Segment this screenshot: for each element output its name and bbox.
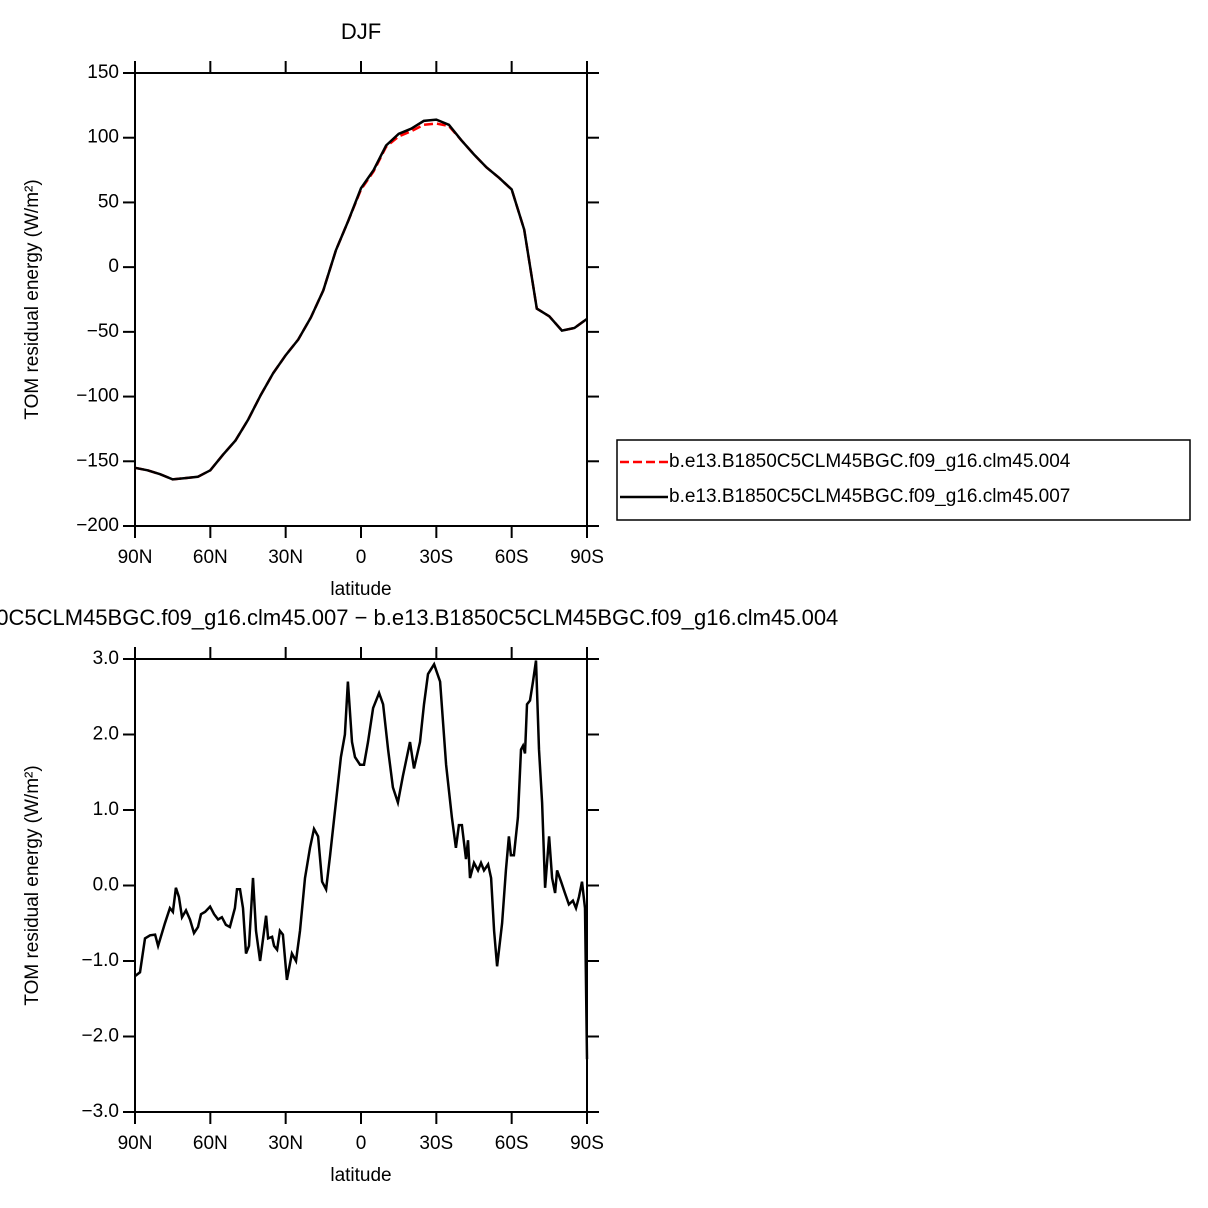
y-tick-label: −100 xyxy=(76,386,119,407)
x-tick-label: 60S xyxy=(495,1133,529,1154)
series-line xyxy=(134,660,589,1060)
y-tick-label: −3.0 xyxy=(81,1101,119,1122)
x-tick-label: 60N xyxy=(193,547,228,568)
x-tick-label: 0 xyxy=(356,547,367,568)
x-tick-label: 90N xyxy=(118,1133,153,1154)
x-tick-label: 30N xyxy=(268,1133,303,1154)
x-tick-label: 30S xyxy=(419,1133,453,1154)
x-tick-label: 30S xyxy=(419,547,453,568)
x-tick-label: 60S xyxy=(495,547,529,568)
y-tick-label: 50 xyxy=(98,191,119,212)
y-tick-label: −150 xyxy=(76,450,119,471)
legend-label: b.e13.B1850C5CLM45BGC.f09_g16.clm45.007 xyxy=(669,486,1070,507)
x-tick-label: 60N xyxy=(193,1133,228,1154)
plot-frame xyxy=(134,72,588,527)
y-tick-label: 3.0 xyxy=(93,648,119,669)
x-tick-label: 90S xyxy=(570,547,604,568)
y-axis-label: TOM residual energy (W/m²) xyxy=(22,765,43,1005)
x-axis-label: latitude xyxy=(330,579,391,600)
x-tick-label: 0 xyxy=(356,1133,367,1154)
y-tick-label: −2.0 xyxy=(81,1026,119,1047)
plot-frame xyxy=(134,658,588,1113)
x-tick-label: 90N xyxy=(118,547,153,568)
x-axis-label: latitude xyxy=(330,1165,391,1186)
chart-title: b.e13.B1850C5CLM45BGC.f09_g16.clm45.007 … xyxy=(0,605,838,630)
y-tick-label: −50 xyxy=(87,321,119,342)
legend-box xyxy=(616,439,1191,521)
y-tick-label: 0 xyxy=(108,256,119,277)
series-line xyxy=(134,122,588,481)
y-tick-label: 0.0 xyxy=(93,875,119,896)
y-tick-label: 2.0 xyxy=(93,724,119,745)
x-tick-label: 90S xyxy=(570,1133,604,1154)
y-tick-label: −200 xyxy=(76,515,119,536)
y-axis-label: TOM residual energy (W/m²) xyxy=(22,179,43,419)
y-tick-label: 1.0 xyxy=(93,799,119,820)
chart-title: DJF xyxy=(341,19,381,44)
series-line xyxy=(134,118,588,481)
y-tick-label: 150 xyxy=(87,62,119,83)
x-tick-label: 30N xyxy=(268,547,303,568)
y-tick-label: −1.0 xyxy=(81,950,119,971)
legend-label: b.e13.B1850C5CLM45BGC.f09_g16.clm45.004 xyxy=(669,451,1071,472)
y-tick-label: 100 xyxy=(87,127,119,148)
